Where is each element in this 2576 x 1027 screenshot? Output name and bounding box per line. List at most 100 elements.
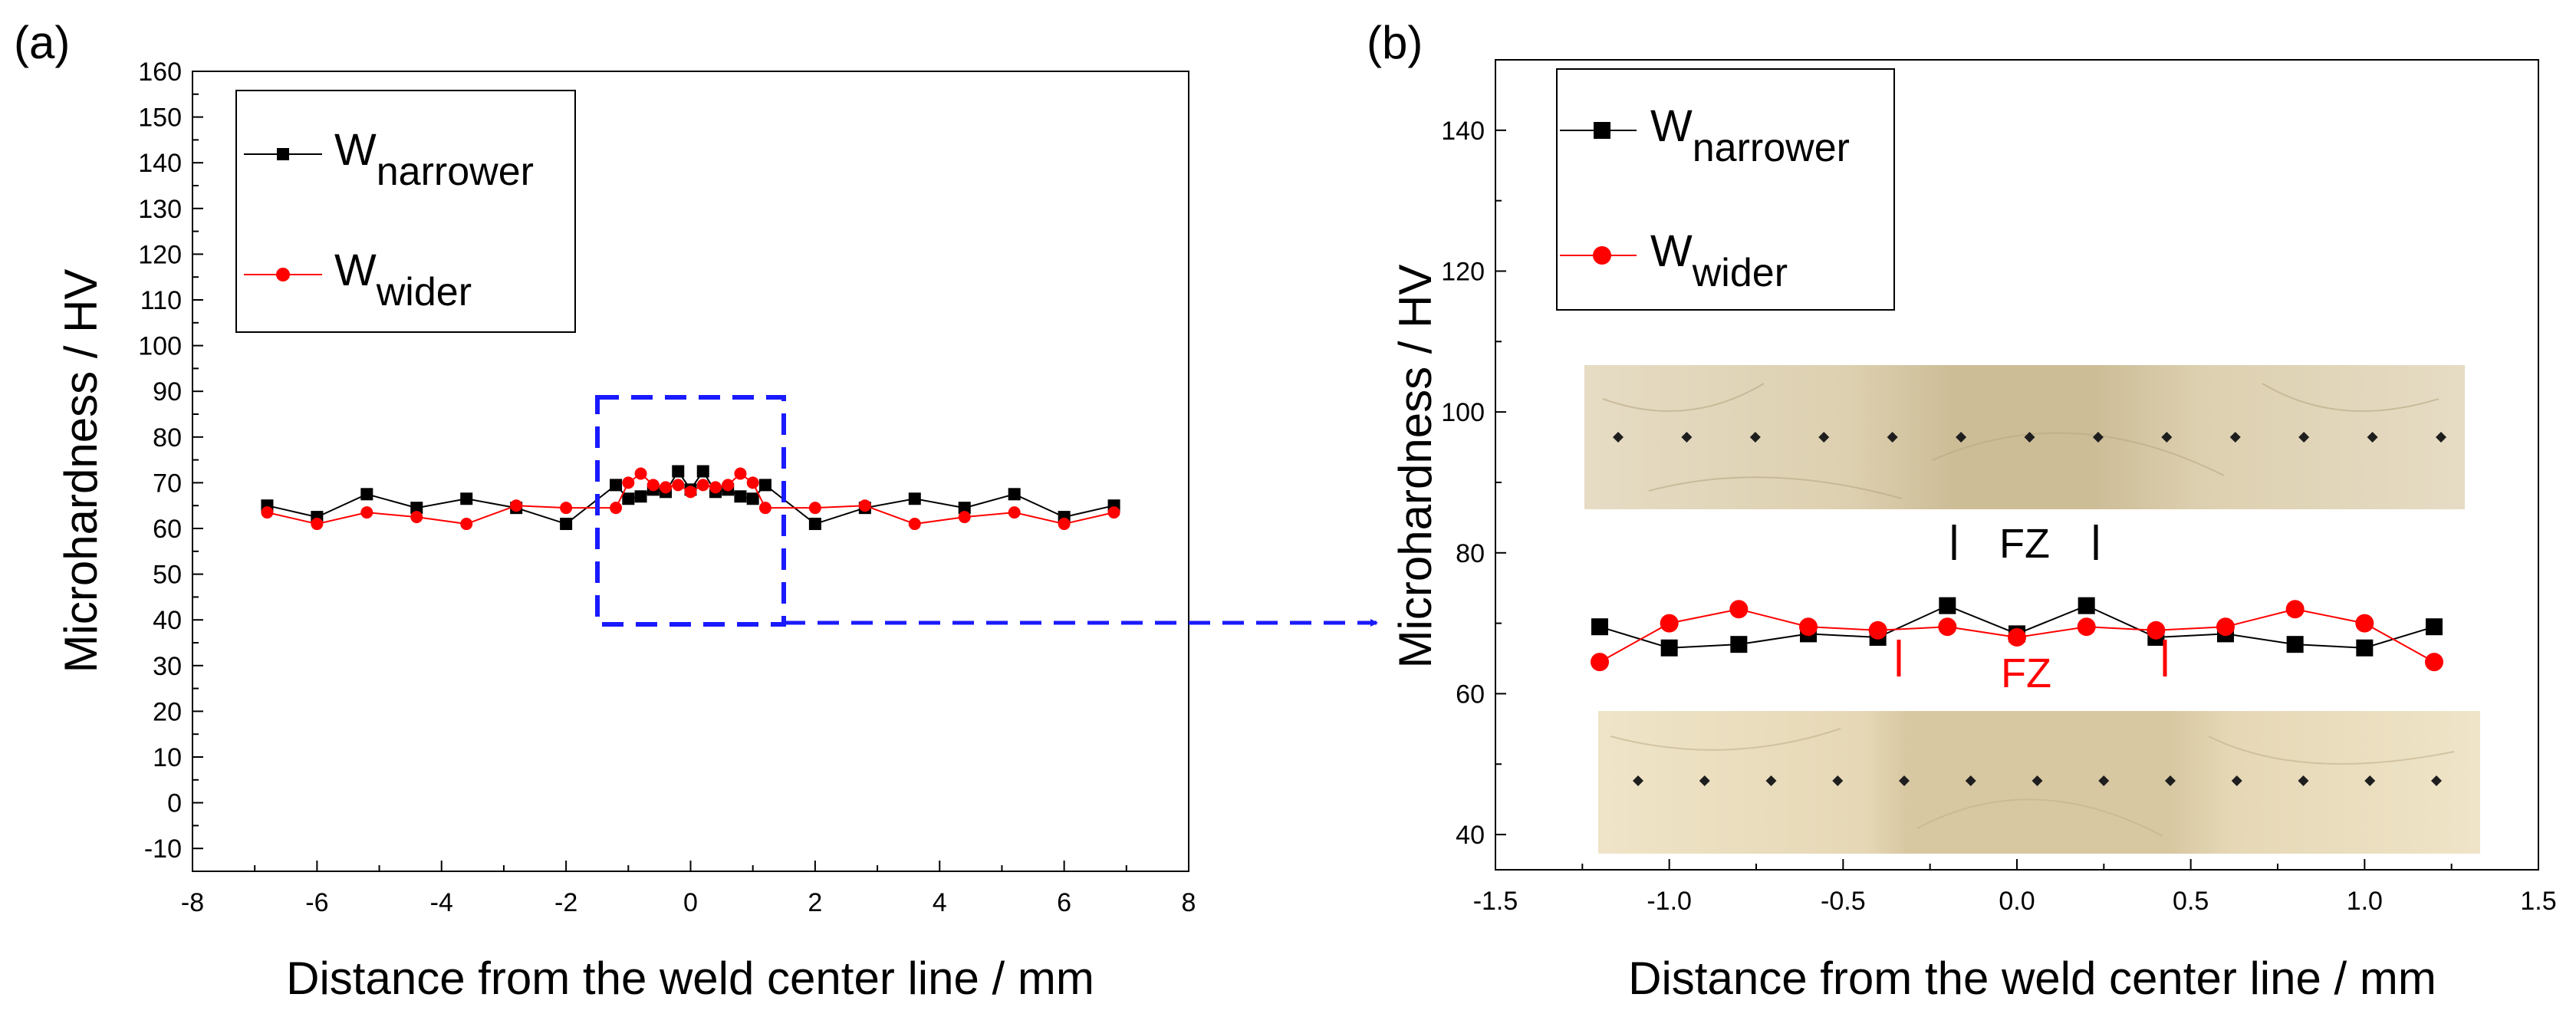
indent-mark (1749, 432, 1761, 443)
data-point-wider-a (1008, 506, 1021, 519)
data-point-wider-a (610, 502, 623, 515)
data-point-narrower-a (696, 465, 709, 478)
y-tick-label-a: 60 (153, 515, 182, 544)
y-tick-label-a: 0 (167, 789, 182, 818)
x-tick-label-b: -0.5 (1821, 887, 1866, 916)
y-tick-label-b: 140 (1441, 117, 1485, 146)
data-point-narrower-a (958, 502, 971, 515)
data-point-wider-a (709, 481, 722, 494)
y-tick-label-a: 120 (138, 240, 182, 269)
indent-mark (2431, 775, 2442, 786)
indent-mark (1818, 432, 1830, 443)
fz-label-wider: FZ (2001, 650, 2051, 696)
indent-marks-upper (1613, 432, 2446, 443)
data-point-wider-a (808, 502, 821, 515)
data-point-wider-a (360, 506, 373, 519)
data-point-narrower-a (758, 479, 771, 492)
indent-mark (1956, 432, 1967, 443)
data-point-narrower-a (908, 492, 921, 505)
data-point-wider-a (622, 476, 635, 489)
y-tick-label-a: 50 (153, 561, 182, 590)
legend-main-wider: W (334, 245, 377, 295)
data-point-wider-b (1938, 617, 1957, 637)
x-tick-label-b: 0.5 (2173, 887, 2209, 916)
indent-mark (1699, 775, 1710, 786)
panel-a-label: (a) (14, 17, 70, 68)
legend-label-narrower: Wnarrower (334, 125, 534, 194)
legend-main-wider-b: W (1650, 226, 1693, 276)
plot-frame-b (1495, 59, 2539, 871)
indent-mark (1613, 432, 1624, 443)
plot-frame-a (192, 71, 1189, 872)
data-point-wider-b (2285, 600, 2305, 619)
indent-mark (2165, 775, 2176, 786)
axis-ticks-a: -8 -6 -4 -2 0 2 4 6 8 -10 0 10 20 30 40 50 60 70 80 90 100 11… (138, 58, 1196, 917)
data-point-wider-a (722, 479, 735, 492)
y-tick-label-b: 80 (1456, 539, 1485, 568)
data-point-wider-b (1591, 653, 1609, 672)
indent-mark (1887, 432, 1898, 443)
data-point-wider-a (646, 479, 660, 492)
indent-marks-lower (1633, 775, 2442, 786)
data-point-wider-a (1058, 518, 1071, 531)
micrograph-upper-texture (1602, 383, 2439, 499)
data-point-wider-a (858, 499, 871, 512)
data-point-narrower-b (1730, 636, 1748, 653)
data-point-narrower-b (1939, 597, 1956, 614)
legend-sub-wider: wider (376, 270, 472, 314)
data-point-narrower-b (1591, 618, 1608, 636)
data-point-wider-a (958, 511, 971, 524)
data-point-wider-a (1107, 506, 1120, 519)
data-point-wider-a (660, 481, 673, 494)
data-point-narrower-a (622, 492, 635, 505)
data-point-wider-a (734, 467, 747, 480)
y-tick-label-a: 40 (153, 606, 182, 635)
y-tick-label-a: 90 (153, 377, 182, 407)
legend-sub-narrower-b: narrower (1693, 126, 1850, 170)
x-tick-label-a: 2 (808, 888, 822, 917)
data-point-narrower-a (610, 479, 623, 492)
x-tick-label-a: 6 (1057, 888, 1071, 917)
data-point-wider-a (696, 479, 709, 492)
data-point-narrower-a (410, 502, 423, 515)
legend-box-b (1556, 68, 1895, 311)
data-point-wider-b (2077, 617, 2096, 637)
y-tick-label-b: 100 (1441, 398, 1485, 427)
y-tick-label-a: 70 (153, 469, 182, 498)
data-point-narrower-b (2078, 597, 2095, 614)
fz-annotation-wider: FZ (1897, 640, 2167, 696)
chart-panel-a: -8 -6 -4 -2 0 2 4 6 8 -10 0 10 20 30 40 50 60 70 80 90 100 11… (55, 58, 1378, 1004)
data-point-narrower-a (746, 492, 759, 505)
legend-b: Wnarrower Wwider (1556, 68, 1895, 311)
indent-mark (2098, 775, 2110, 786)
legend-label-narrower-b: Wnarrower (1650, 101, 1850, 170)
indent-mark (1765, 775, 1777, 786)
x-tick-label-b: 0.0 (1999, 887, 2035, 916)
y-tick-label-a: 110 (140, 286, 182, 315)
fz-annotation-narrower: FZ (1952, 521, 2098, 567)
x-axis-label-a: Distance from the weld center line / mm (286, 953, 1094, 1004)
x-tick-label-b: -1.5 (1473, 887, 1518, 916)
y-tick-label-a: 80 (153, 423, 182, 453)
data-point-wider-b (1868, 620, 1887, 640)
legend-main-narrower: W (334, 125, 377, 175)
y-tick-label-a: 100 (138, 332, 182, 361)
indent-mark (2298, 775, 2309, 786)
y-tick-label-a: 140 (138, 149, 182, 178)
data-point-wider-b (2355, 614, 2374, 633)
x-tick-label-a: -4 (430, 888, 453, 917)
x-axis-label-b: Distance from the weld center line / mm (1628, 953, 2436, 1004)
data-point-wider-a (460, 518, 473, 531)
legend-marker-wider (276, 268, 290, 281)
x-tick-label-a: 8 (1182, 888, 1196, 917)
legend-marker-wider-b (1593, 246, 1611, 265)
micrograph-upper (1584, 365, 2465, 509)
indent-mark (2024, 432, 2035, 443)
x-tick-label-a: -6 (305, 888, 328, 917)
indent-mark (2229, 432, 2241, 443)
series-a (261, 465, 1120, 531)
y-tick-label-a: 160 (138, 58, 182, 87)
micrograph-lower-texture (1610, 728, 2455, 837)
data-point-narrower-a (734, 490, 747, 503)
